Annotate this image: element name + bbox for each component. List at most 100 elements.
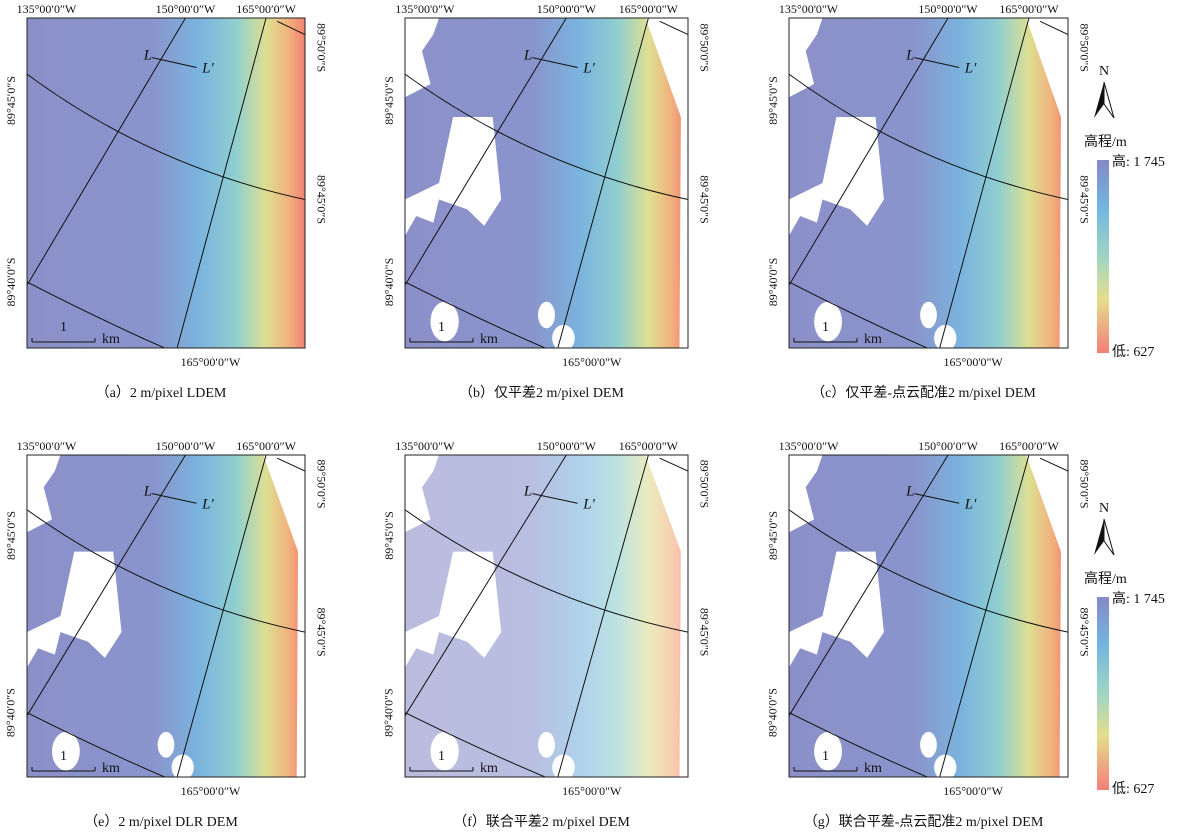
line-end-label: L′: [201, 61, 214, 77]
longitude-label: 165°00′0″W: [236, 439, 296, 453]
longitude-label: 165°00'0"W: [562, 355, 622, 369]
line-start-label: L: [143, 47, 152, 63]
no-data: [920, 731, 937, 758]
scale-label: 1: [60, 749, 67, 764]
graticule: [27, 281, 166, 348]
latitude-label: 89°45′0″S: [766, 511, 780, 560]
graticule: [276, 20, 305, 35]
north-arrow: [1103, 518, 1115, 556]
map: [405, 455, 688, 777]
latitude-label: 89°40'0"S: [382, 688, 396, 737]
color-ramp: [1097, 160, 1109, 353]
graticule: [1039, 20, 1068, 35]
graticule: [789, 18, 949, 286]
graticule: [557, 18, 649, 348]
no-data: [27, 455, 61, 533]
profile-line: [532, 57, 578, 68]
latitude-label: 89°40'0"S: [382, 258, 396, 307]
map-frame: [404, 454, 689, 778]
caption: （c）仅平差-点云配准2 m/pixel DEM: [811, 385, 1036, 401]
scale-unit: km: [864, 332, 882, 347]
graticule: [789, 455, 949, 717]
caption: （e）2 m/pixel DLR DEM: [84, 814, 238, 830]
no-data: [789, 455, 823, 533]
no-data: [920, 301, 937, 329]
graticule: [789, 712, 929, 777]
latitude-label: 89°45′0″S: [4, 76, 18, 125]
scale-label: 1: [438, 320, 445, 335]
longitude-label: 150°00'0"W: [537, 439, 597, 453]
longitude-label: 165°00′0″W: [236, 2, 296, 16]
latitude-label: 89°50′0″S: [314, 23, 328, 72]
no-data: [934, 324, 957, 348]
scale-unit: km: [864, 761, 882, 776]
graticule: [405, 281, 547, 348]
north-label: N: [1099, 64, 1109, 79]
longitude-label: 165°00′0″W: [943, 784, 1003, 798]
graticule: [659, 20, 688, 35]
caption: （f）联合平差2 m/pixel DEM: [453, 814, 630, 830]
map-panel: L L′ 1 km 135°00'0"W 150°00'0"W 165°00'0"W 89°4…: [766, 2, 1092, 401]
graticule: [659, 457, 688, 472]
scale-unit: km: [480, 761, 498, 776]
latitude-label: 89°40′0″S: [4, 688, 18, 737]
no-data: [52, 731, 80, 771]
line-start-label: L: [523, 47, 532, 63]
line-end-label: L′: [582, 61, 595, 77]
map-frame: [788, 17, 1069, 349]
no-data: [157, 731, 175, 758]
longitude-label: 165°00'0"W: [619, 2, 679, 16]
longitude-label: 165°00'0"W: [619, 439, 679, 453]
map-panel: L L′ 1 km 135°00'0"W 150°00'0"W 165°00'0"W 89°4…: [382, 2, 712, 401]
latitude-label: 89°50'0"S: [1077, 23, 1091, 72]
profile-line: [151, 57, 197, 68]
latitude-label: 89°40′0″S: [4, 257, 18, 306]
line-start-label: L: [143, 483, 152, 499]
line-end-label: L′: [964, 61, 977, 77]
map: [789, 455, 1068, 777]
dem-raster: [27, 18, 305, 348]
longitude-label: 135°00′0″W: [17, 439, 77, 453]
map-frame: [788, 454, 1069, 778]
legend-low: 低: 627: [1112, 781, 1154, 797]
graticule: [789, 509, 1068, 633]
no-data: [1026, 455, 1068, 777]
no-data: [1026, 18, 1068, 348]
longitude-label: 135°00'0"W: [395, 439, 455, 453]
latitude-label: 89°45'0"S: [1077, 175, 1091, 224]
legend-high: 高: 1 745: [1112, 590, 1165, 607]
latitude-label: 89°40′0″S: [766, 688, 780, 737]
line-end-label: L′: [964, 496, 977, 512]
graticule: [405, 18, 567, 286]
color-ramp: [1097, 597, 1109, 790]
no-data: [789, 18, 823, 98]
no-data: [27, 551, 122, 668]
map: [27, 455, 305, 777]
graticule: [939, 455, 1030, 777]
scale-label: 1: [60, 320, 67, 335]
profile-line: [914, 57, 960, 68]
north-arrow: [1094, 82, 1104, 118]
graticule: [276, 457, 305, 472]
longitude-label: 135°00′0″W: [779, 439, 839, 453]
graticule: [405, 73, 688, 200]
no-data: [934, 754, 957, 777]
map-panel: L L′ 1 km 135°00′0″W 150°00′0″W 165°00′0″W 89°4…: [4, 2, 329, 401]
no-data: [430, 731, 459, 771]
longitude-label: 135°00′0″W: [17, 2, 77, 16]
map-panel: L L′ 1 km 135°00'0"W 150°00'0"W 165°00'0"W 89°4…: [382, 439, 712, 830]
scale-label: 1: [822, 320, 829, 335]
longitude-label: 150°00′0″W: [156, 439, 216, 453]
latitude-label: 89°45′0″S: [314, 175, 328, 224]
no-data: [789, 551, 884, 668]
map-frame: [26, 454, 306, 778]
graticule: [27, 73, 305, 200]
latitude-label: 89°40'0"S: [766, 258, 780, 307]
scale-label: 1: [822, 749, 829, 764]
caption: （g）联合平差-点云配准2 m/pixel DEM: [804, 814, 1044, 830]
latitude-label: 89°50′0″S: [1077, 459, 1091, 508]
no-data: [263, 455, 305, 777]
no-data: [814, 731, 843, 771]
latitude-label: 89°45'0"S: [382, 511, 396, 560]
latitude-label: 89°45′0″S: [4, 511, 18, 560]
